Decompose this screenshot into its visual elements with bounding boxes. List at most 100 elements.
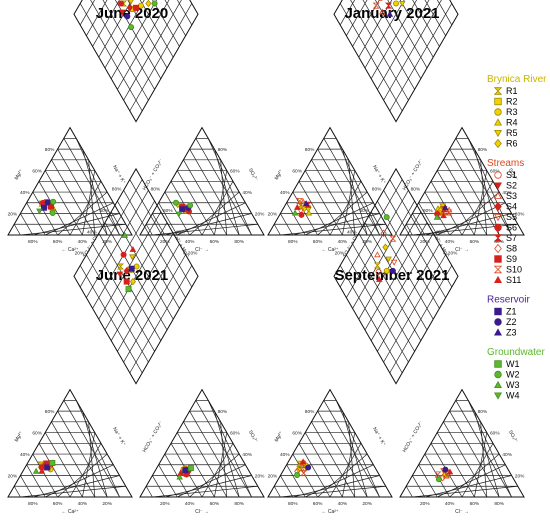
data-point-S3 [298, 462, 305, 469]
legend-marker-W3 [494, 380, 502, 389]
diamond-grid-line [346, 190, 409, 298]
cation-bottom-tick-label: 80% [28, 239, 38, 245]
anion-tick-label: 80% [218, 147, 228, 153]
cation-tick-label: 20% [268, 212, 278, 218]
data-point-Z2 [389, 267, 396, 274]
cation-bottom-tick-label: 80% [288, 501, 298, 507]
data-point-S6 [120, 251, 127, 258]
data-point-W3 [32, 467, 40, 474]
data-point-W2 [294, 471, 301, 478]
cation-tick-label: 80% [305, 147, 315, 153]
anion-triangle-grid-line [436, 170, 475, 236]
diamond-grid-line [79, 0, 96, 26]
legend-marker-S7 [493, 234, 503, 242]
cation-triangle-grid-line [317, 410, 368, 498]
legend-label-S10: S10 [506, 265, 522, 275]
data-point-S10 [445, 209, 453, 216]
data-point-S11 [375, 276, 383, 282]
data-point-Z2 [442, 466, 449, 473]
diamond-grid-line [412, 0, 440, 47]
cation-triangle-grid-line [335, 400, 380, 498]
data-point-R3 [383, 267, 390, 274]
anion-tick-label: 20% [515, 474, 525, 480]
cation-right-label: Na⁺ + K⁺ [111, 426, 127, 447]
cation-triangle-frame [267, 388, 393, 498]
diamond-grid-line [364, 222, 428, 331]
cation-bottom-tick-label: 20% [102, 239, 112, 245]
cation-triangle-grid-line [280, 213, 294, 236]
cation-bottom-tick-label: 20% [362, 239, 372, 245]
data-point-S10 [434, 471, 442, 478]
cation-bottom-tick-label: 40% [338, 239, 348, 245]
legend-label-S2: S2 [506, 181, 517, 191]
data-point-Z3 [386, 10, 394, 17]
diamond-tick-label: 20% [188, 251, 198, 257]
cation-tick-label: 60% [32, 169, 42, 175]
data-point-R5 [398, 1, 406, 7]
data-point-S11 [299, 458, 307, 465]
anion-bottom-tick-label: 20% [160, 239, 170, 245]
anion-tick-label: 60% [230, 431, 240, 437]
diamond-grid-line [389, 179, 453, 288]
data-point-Z1 [179, 206, 186, 213]
cation-triangle-grid-line [348, 159, 356, 236]
data-point-Z1 [128, 265, 135, 272]
data-point-S7 [384, 2, 393, 9]
anion-triangle-grid-line [467, 138, 512, 236]
anion-left-label: HCO₃⁻ + CO₃²⁻ [402, 420, 425, 454]
diamond-frame [73, 0, 199, 123]
cation-triangle-grid-line [329, 443, 362, 498]
anion-triangle-grid-line [455, 138, 512, 236]
cation-tick-label: 60% [292, 169, 302, 175]
diamond-frame [333, 0, 459, 123]
diamond-grid-line [79, 179, 143, 288]
data-point-S11 [129, 245, 137, 252]
cation-triangle-grid-line [69, 443, 102, 498]
data-point-S4 [126, 4, 133, 12]
cation-triangle-grid-line [323, 138, 380, 236]
panel-1: June 202020%20%20%20%20%20%40%40%40%40%4… [7, 0, 265, 253]
anion-triangle-grid-line [201, 443, 234, 498]
anion-right-label: SO₄²⁻ [247, 167, 259, 182]
cation-triangle-grid-line [51, 159, 96, 236]
data-point-Z3 [441, 204, 449, 211]
anion-triangle-grid-line [436, 432, 475, 498]
anion-tick-label: 40% [242, 452, 252, 458]
diamond-grid-line [383, 190, 446, 298]
cation-bottom-tick-label: 60% [53, 501, 63, 507]
legend-marker-R3 [494, 108, 502, 116]
legend-label-Z3: Z3 [506, 328, 517, 338]
diamond-tick-label: 80% [372, 186, 382, 192]
anion-bottom-tick-label: 60% [210, 501, 220, 507]
cation-triangle-grid-line [75, 138, 120, 236]
cation-tick-label: 20% [8, 212, 18, 218]
anion-tick-label: 20% [515, 212, 525, 218]
diamond-grid-line [370, 211, 434, 320]
diamond-tick-label: 40% [175, 229, 185, 235]
diamond-tick-label: 60% [163, 208, 173, 214]
diamond-tick-label: 20% [448, 251, 458, 257]
data-point-W2 [172, 199, 179, 206]
legend-marker-S5 [494, 213, 502, 222]
data-point-W3 [176, 473, 183, 480]
anion-triangle-grid-line [443, 159, 488, 236]
cation-triangle-grid-line [323, 400, 380, 498]
anion-bottom-label: Cl⁻ → [455, 247, 469, 253]
data-point-Z2 [44, 199, 51, 206]
legend-label-W3: W3 [506, 380, 520, 390]
anion-right-label: SO₄²⁻ [507, 429, 519, 444]
cation-right-label: Na⁺ + K⁺ [371, 164, 387, 185]
cation-triangle-grid-line [335, 138, 380, 236]
anion-triangle-grid-line [443, 421, 488, 498]
panel-title: September 2021 [334, 267, 449, 284]
data-point-S8 [439, 473, 446, 482]
data-point-S8 [380, 229, 387, 238]
legend-label-S7: S7 [506, 233, 517, 243]
diamond-grid-line [339, 0, 356, 26]
anion-triangle-grid-line [152, 213, 166, 236]
diamond-grid-line [346, 0, 368, 36]
legend-marker-R4 [494, 118, 502, 126]
data-point-S1 [378, 0, 383, 2]
cation-triangle-grid-line [32, 191, 58, 236]
data-point-R6 [145, 0, 152, 8]
